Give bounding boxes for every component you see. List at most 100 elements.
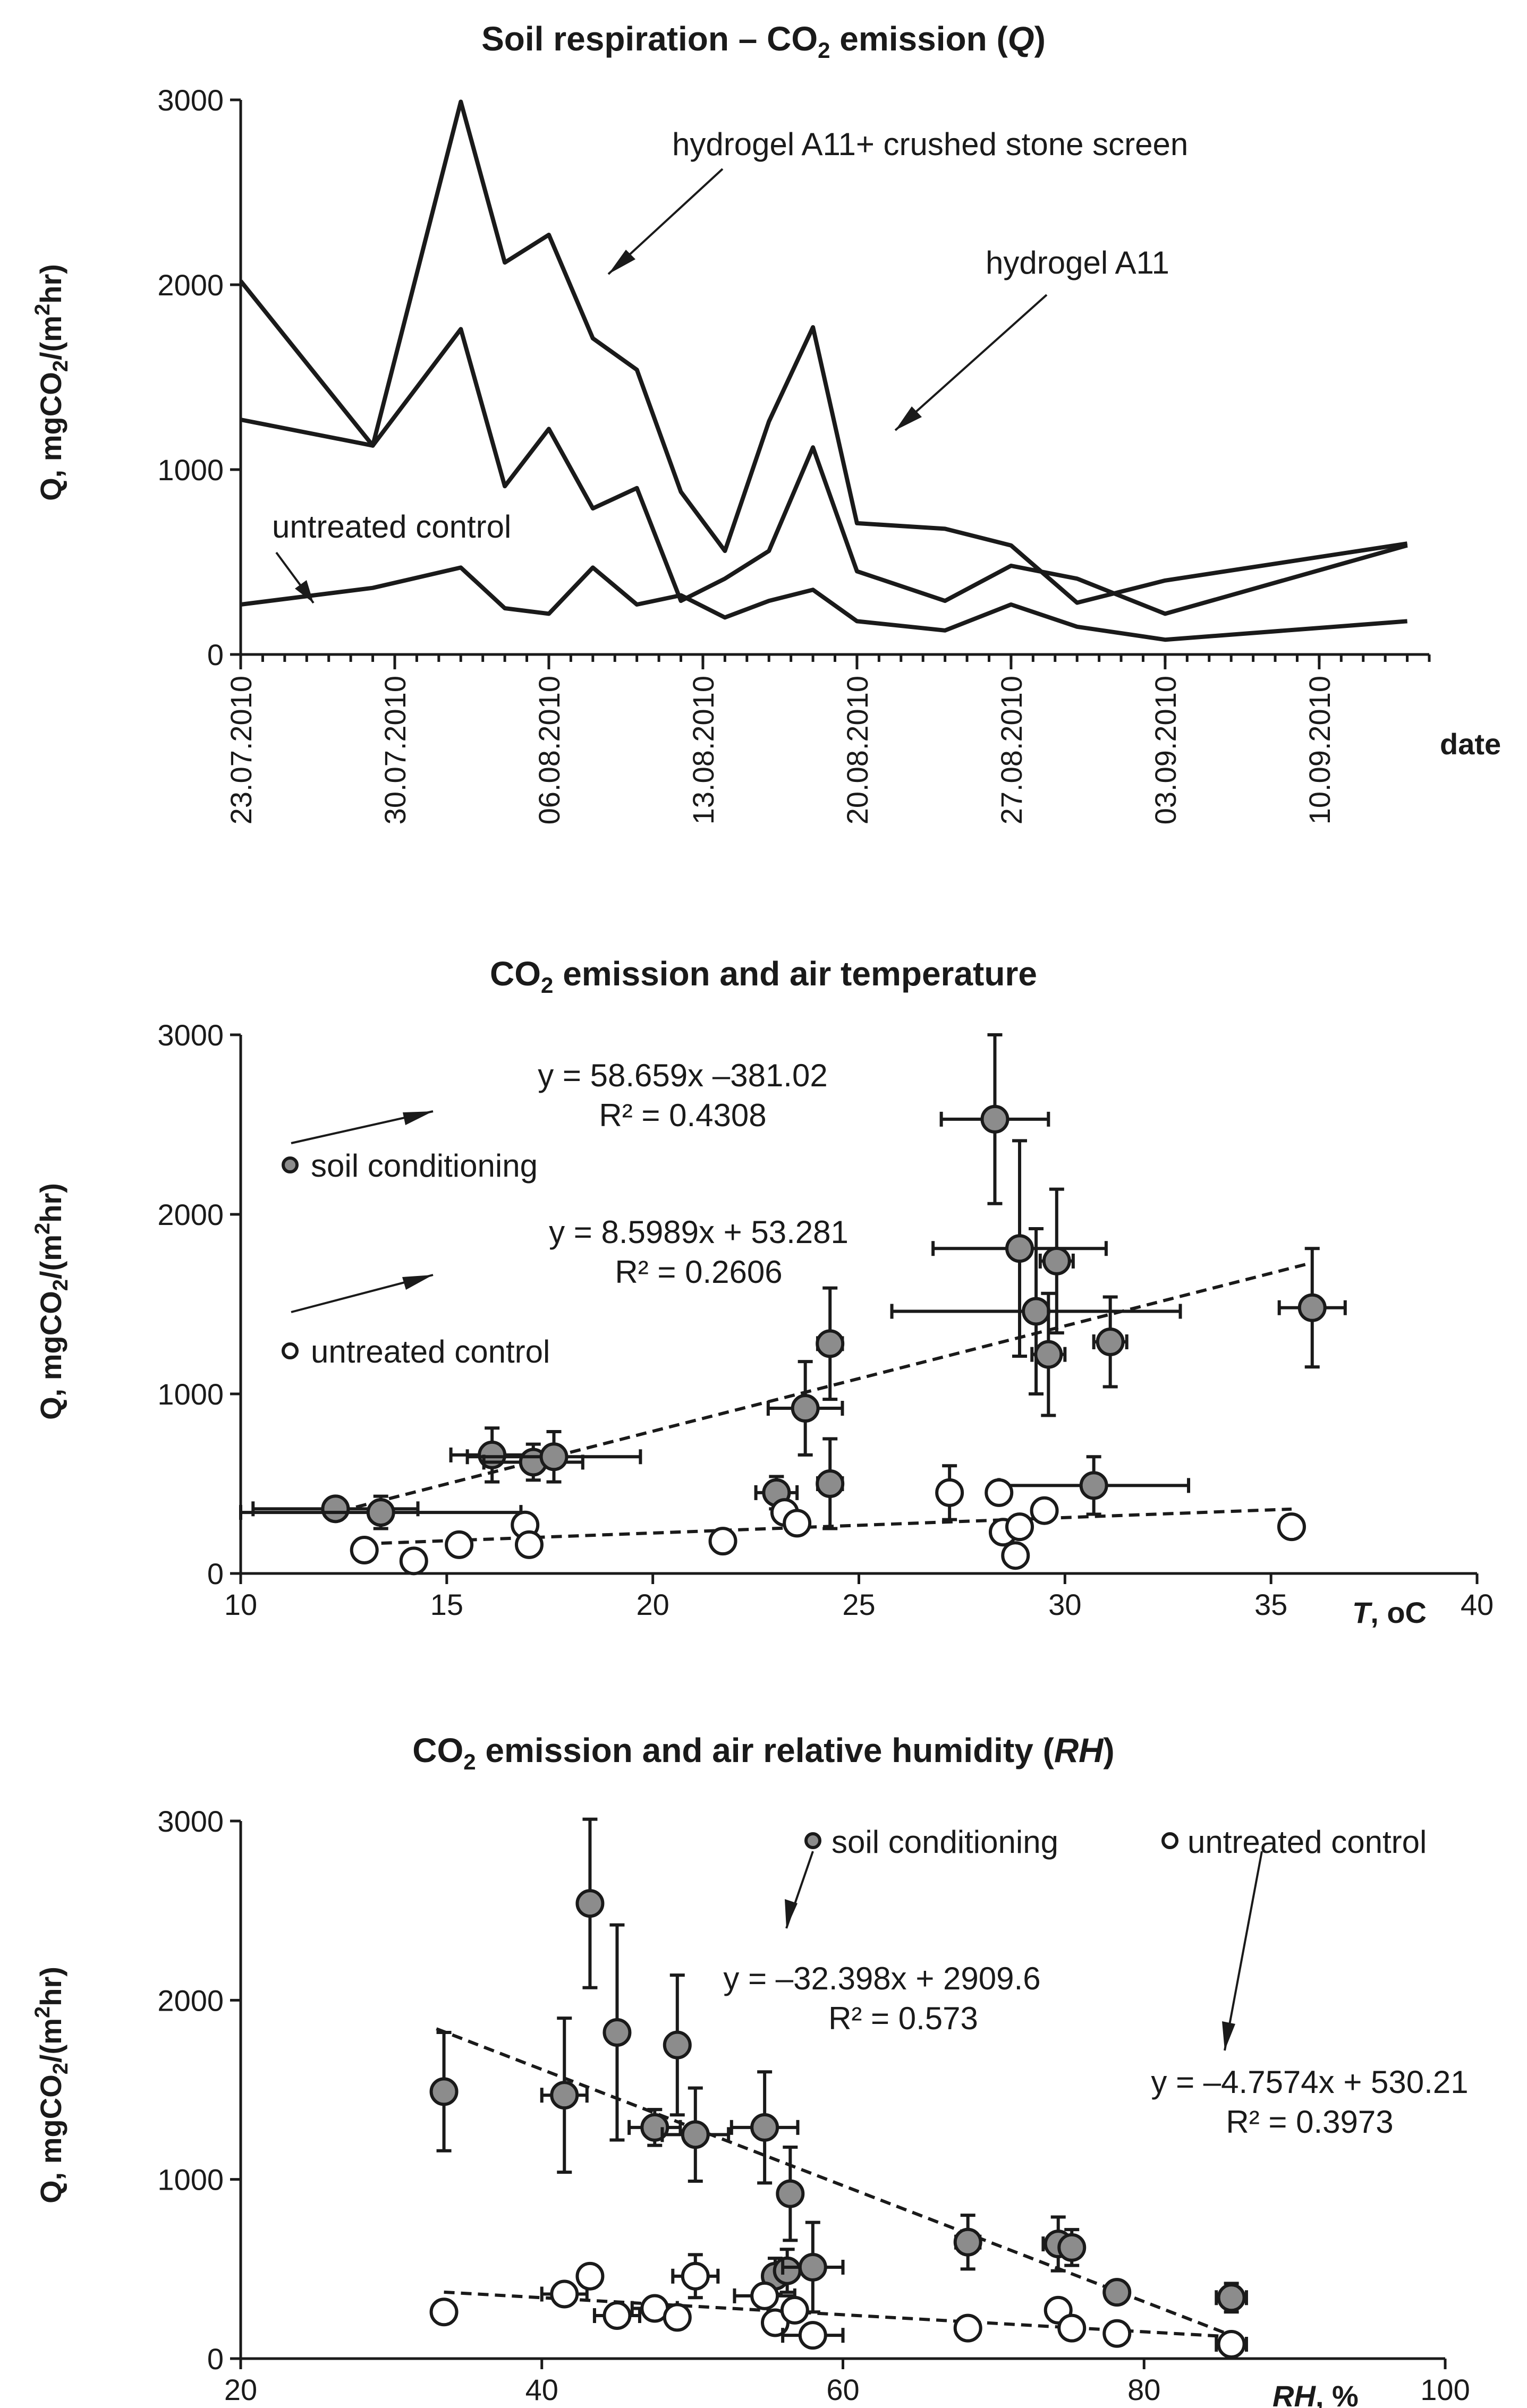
point-untreated-control [1001,1541,1030,1570]
arrowhead-control-rh [1222,2021,1235,2050]
point-untreated-control [603,2301,632,2330]
point-soil-conditioning [776,2179,805,2208]
y-tick-label: 0 [207,638,224,671]
point-soil-conditioning [773,2256,802,2285]
data-point [239,1494,523,1530]
y-tick-label: 2000 [157,268,224,302]
x-tick-label: 13.08.2010 [686,676,720,824]
point-untreated-control [350,1536,379,1565]
data-point [540,2016,589,2174]
data-point [783,1509,812,1538]
point-untreated-control [750,2281,779,2310]
data-point [931,1139,1108,1358]
point-untreated-control [514,1530,544,1559]
x-tick-label: 10 [224,1588,257,1621]
point-untreated-control [783,1509,812,1538]
point-soil-conditioning [1057,2233,1087,2262]
panel3-trendlines [436,2027,1235,2339]
panel2-y-ticks: 0 1000 2000 3000 [157,1018,241,1590]
y-tick-label: 0 [207,2342,224,2376]
data-point [816,1437,845,1530]
data-point [890,1227,1182,1396]
panel2-y-axis-label: Q, mgCO2/(m2hr) [31,1183,72,1420]
data-point [729,2070,800,2185]
data-point [816,1286,845,1401]
trend-eq-control: y = 8.5989x + 53.281 [549,1214,849,1250]
legend-label-soil-rh: soil conditioning [832,1824,1058,1860]
trendline-0 [436,2027,1235,2338]
data-point [1215,2330,1248,2359]
point-soil-conditioning [798,2252,827,2282]
y-tick-label: 2000 [157,1198,224,1231]
y-tick-label: 1000 [157,1377,224,1411]
panel1-y-ticks: 0 1000 2000 3000 [157,83,241,671]
arrowhead-hydrogel-stone [608,250,635,274]
point-soil-conditioning [816,1329,845,1358]
data-point [1102,2319,1132,2348]
arrowhead-trend-soil [403,1111,433,1125]
data-point [603,1923,632,2142]
point-untreated-control [550,2279,579,2309]
x-tick-label: 27.08.2010 [995,676,1028,824]
point-soil-conditioning [750,2113,779,2142]
x-tick-label: 10.09.2010 [1303,676,1336,824]
data-point [1030,1291,1067,1417]
data-point [399,1546,428,1576]
data-point [429,2031,459,2152]
panel2-title: CO2 emission and air temperature [490,955,1037,998]
data-point [781,2321,845,2350]
legend-marker-control [282,1342,299,1359]
data-point [1030,1496,1059,1525]
data-point [671,2253,720,2300]
point-soil-conditioning [366,1498,395,1527]
data-point [1057,2228,1087,2267]
point-soil-conditioning [681,2120,710,2149]
arrowhead-hydrogel [895,406,922,430]
panel3-y-axis-label: Q, mgCO2/(m2hr) [31,1967,72,2203]
point-untreated-control [780,2295,809,2325]
data-point [350,1536,379,1565]
x-tick-label: 03.09.2010 [1149,676,1182,824]
x-tick-label: 80 [1127,2373,1160,2406]
point-soil-conditioning [321,1494,350,1524]
panel3-x-ticks: 20 40 60 80 100 [224,2359,1470,2406]
data-point [1038,1187,1075,1335]
y-tick-label: 3000 [157,1018,224,1052]
data-point [1102,2278,1132,2307]
point-untreated-control [1005,1512,1034,1542]
data-point [1001,1541,1030,1570]
panel3-y-ticks: 0 1000 2000 3000 [157,1805,241,2376]
series-line-0 [239,99,1408,605]
point-soil-conditioning [663,2030,692,2060]
trend-eq-soil: y = 58.659x –381.02 [538,1058,827,1093]
point-soil-conditioning [1042,1246,1071,1275]
data-point [663,1973,692,2117]
legend-label-control-rh: untreated control [1187,1824,1427,1860]
y-tick-label: 1000 [157,453,224,487]
data-point [445,1530,474,1559]
x-tick-label: 15 [430,1588,463,1621]
arrowhead-control [295,580,313,603]
panel-relative-humidity: CO2 emission and air relative humidity (… [31,1731,1470,2408]
panel3-axes [239,1821,1445,2360]
data-point [1057,2313,1087,2343]
legend-marker-soil-rh [804,1832,821,1849]
data-point [776,2145,805,2242]
x-tick-label: 20.08.2010 [841,676,874,824]
panel2-axes [239,1035,1477,1575]
series-label-hydrogel: hydrogel A11 [986,245,1169,280]
point-untreated-control [1057,2313,1087,2343]
panel-air-temperature: CO2 emission and air temperature Q, mgCO… [31,955,1494,1629]
y-tick-label: 0 [207,1557,224,1590]
x-tick-label: 30.07.2010 [378,676,412,824]
x-tick-label: 40 [1461,1588,1494,1621]
panel3-points [429,1817,1248,2359]
series-label-hydrogel-stone: hydrogel A11+ crushed stone screen [672,126,1188,162]
x-tick-label: 30 [1048,1588,1081,1621]
point-untreated-control [708,1527,737,1556]
panel2-x-ticks: 10 15 20 25 30 35 40 [224,1573,1494,1621]
point-untreated-control [663,2303,692,2332]
data-point [985,1478,1014,1507]
panel-soil-respiration: Soil respiration – CO2 emission (Q) Q, m… [31,20,1501,824]
